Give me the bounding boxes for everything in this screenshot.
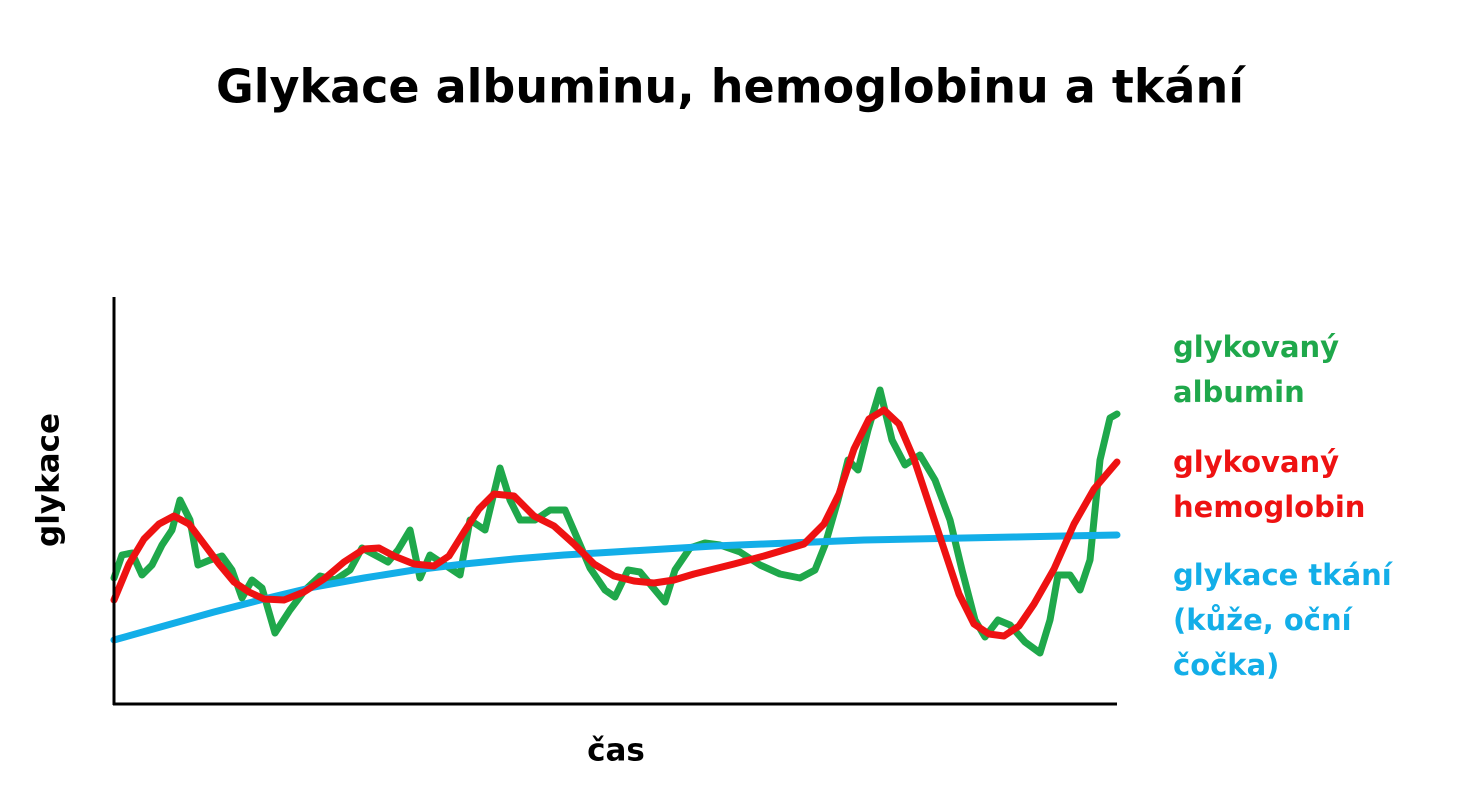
- series-line: [110, 406, 1121, 640]
- x-axis-label: čas: [587, 733, 645, 769]
- legend-entry: glykovaný hemoglobin: [1173, 445, 1366, 524]
- chart-title: Glykace albuminu, hemoglobinu a tkání: [216, 60, 1246, 114]
- y-axis-label: glykace: [31, 413, 67, 547]
- legend-entry: glykovaný albumin: [1173, 330, 1340, 409]
- legend-entry: glykace tkání (kůže, oční čočka): [1173, 558, 1392, 682]
- series-line: [110, 531, 1121, 644]
- plot-area: [110, 386, 1121, 657]
